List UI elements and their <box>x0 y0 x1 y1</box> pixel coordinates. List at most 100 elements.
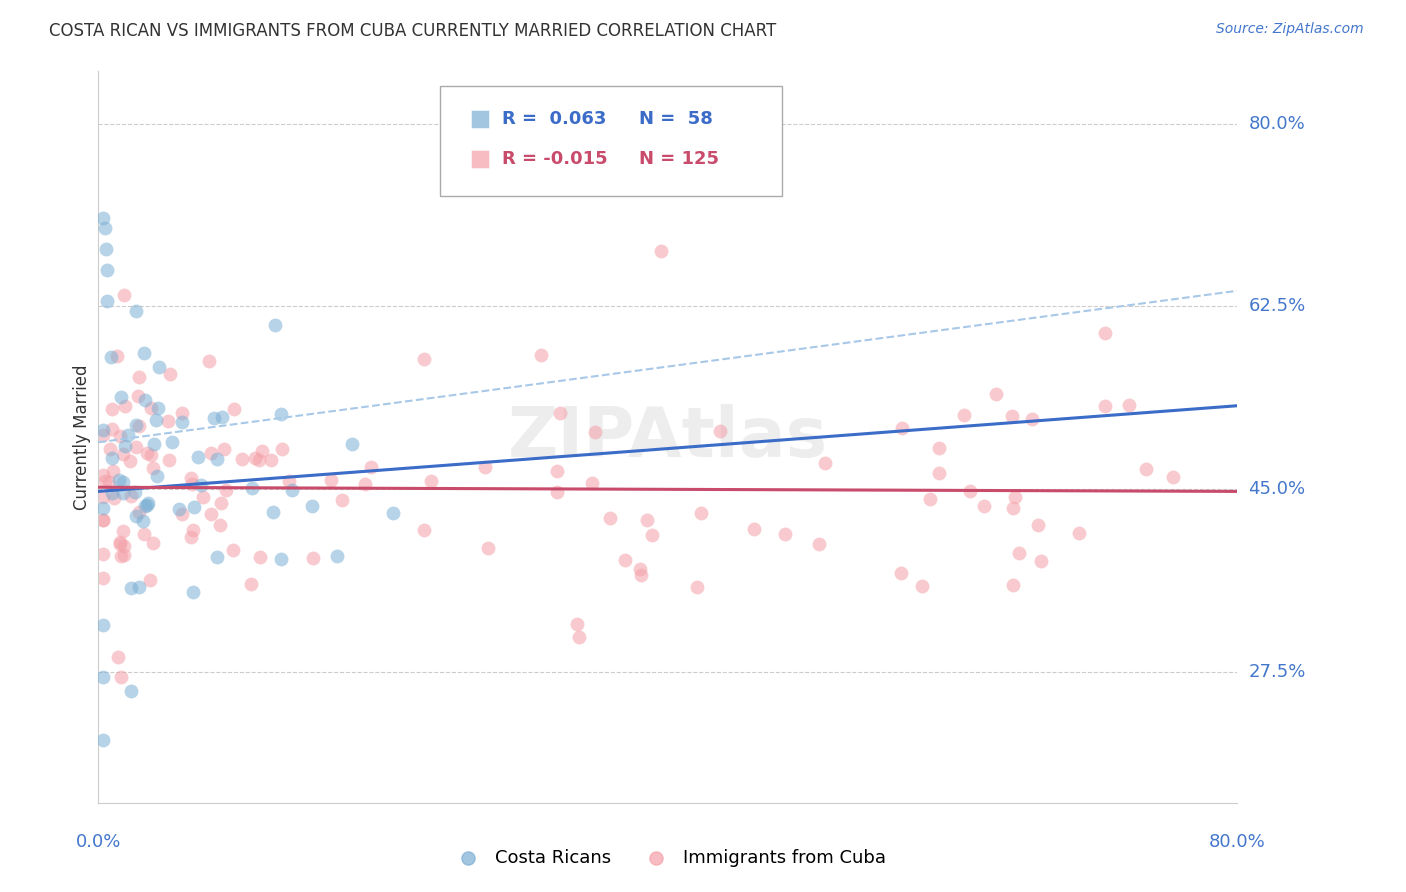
Point <box>260 453 283 467</box>
Point <box>91 428 114 442</box>
Point <box>209 496 232 510</box>
Point <box>139 448 162 462</box>
Point <box>101 451 124 466</box>
Point <box>136 499 159 513</box>
Point <box>135 446 157 460</box>
Point <box>134 346 156 360</box>
Point <box>1029 554 1052 568</box>
Point <box>148 359 170 374</box>
Point <box>159 368 181 382</box>
Point <box>686 580 709 594</box>
Point <box>170 415 193 429</box>
Point <box>599 511 621 525</box>
Point <box>1161 470 1184 484</box>
Point <box>202 410 225 425</box>
Point <box>280 483 302 498</box>
Point <box>548 406 571 420</box>
Point <box>167 502 190 516</box>
Text: ZIPAtlas: ZIPAtlas <box>508 403 828 471</box>
Point <box>890 566 912 580</box>
Point <box>278 475 301 489</box>
FancyBboxPatch shape <box>440 86 782 195</box>
Point <box>636 513 658 527</box>
Point <box>1135 462 1157 476</box>
Point <box>156 413 179 427</box>
Point <box>530 348 553 362</box>
Point <box>134 499 156 513</box>
Point <box>249 549 271 564</box>
Point <box>105 349 128 363</box>
Point <box>628 561 651 575</box>
Point <box>270 551 292 566</box>
Point <box>240 577 263 591</box>
Point <box>477 541 499 555</box>
Point <box>128 418 150 433</box>
Point <box>567 631 589 645</box>
Point <box>101 422 124 436</box>
Point <box>91 513 114 527</box>
Point <box>1001 409 1024 423</box>
Point <box>141 460 163 475</box>
Point <box>128 504 150 518</box>
Point <box>208 517 231 532</box>
Point <box>928 466 950 480</box>
Point <box>91 670 114 684</box>
Point <box>474 460 496 475</box>
Point <box>742 522 765 536</box>
Point <box>134 392 156 407</box>
Point <box>301 551 323 566</box>
Point <box>382 506 405 520</box>
Point <box>111 524 134 538</box>
Point <box>91 547 114 561</box>
Point <box>180 471 202 485</box>
Point <box>190 478 212 492</box>
Point <box>91 500 114 515</box>
Point <box>110 390 132 404</box>
Point <box>108 428 131 442</box>
Point <box>240 481 263 495</box>
Point <box>160 434 183 449</box>
Point <box>112 548 135 562</box>
Point <box>1008 546 1031 560</box>
Point <box>200 446 222 460</box>
Point <box>709 424 731 438</box>
Point <box>111 447 134 461</box>
Text: R =  0.063: R = 0.063 <box>502 110 606 128</box>
Point <box>91 618 114 632</box>
Point <box>120 581 142 595</box>
Point <box>413 523 436 537</box>
Point <box>928 441 950 455</box>
Point <box>814 456 837 470</box>
Point <box>319 473 342 487</box>
Point <box>181 523 204 537</box>
Point <box>650 244 672 259</box>
Point <box>353 476 375 491</box>
Point <box>180 476 202 491</box>
Point <box>773 527 796 541</box>
Point <box>107 649 129 664</box>
Point <box>172 406 194 420</box>
Text: Source: ZipAtlas.com: Source: ZipAtlas.com <box>1216 22 1364 37</box>
Point <box>252 443 274 458</box>
Point <box>146 401 169 415</box>
Point <box>103 491 125 505</box>
Point <box>125 418 148 433</box>
Point <box>211 409 233 424</box>
Legend: Costa Ricans, Immigrants from Cuba: Costa Ricans, Immigrants from Cuba <box>443 842 893 874</box>
Point <box>136 496 159 510</box>
Point <box>1002 500 1025 515</box>
Point <box>141 401 163 416</box>
Point <box>1021 412 1043 426</box>
Point <box>581 475 603 490</box>
Point <box>222 401 245 416</box>
Point <box>98 442 121 456</box>
FancyBboxPatch shape <box>471 110 489 128</box>
Point <box>141 536 163 550</box>
Point <box>245 451 267 466</box>
Point <box>170 507 193 521</box>
Point <box>342 437 364 451</box>
Point <box>690 506 713 520</box>
Point <box>91 423 114 437</box>
Point <box>108 537 131 551</box>
Point <box>117 428 139 442</box>
